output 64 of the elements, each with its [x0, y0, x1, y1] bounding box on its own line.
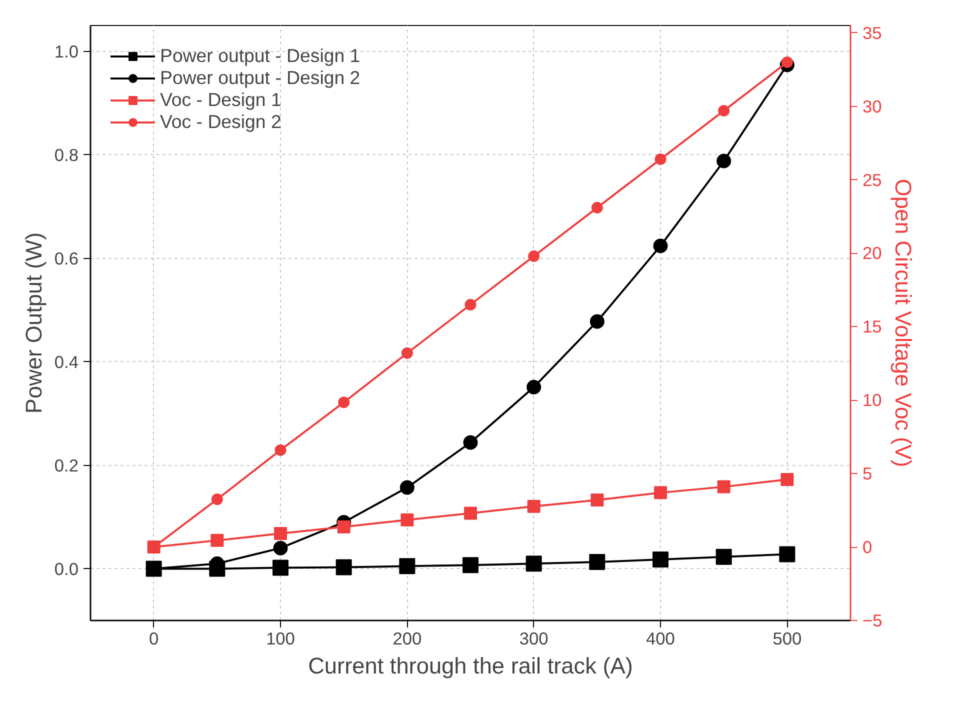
x-tick-label: 500	[772, 628, 802, 648]
point	[779, 546, 796, 562]
point	[654, 486, 667, 500]
point	[338, 396, 350, 408]
point	[463, 435, 478, 450]
point	[272, 560, 288, 576]
y2-tick-label: 35	[862, 22, 882, 43]
point	[464, 506, 477, 520]
point	[210, 534, 224, 547]
y2-tick-label: 15	[862, 316, 882, 337]
point	[273, 540, 288, 556]
point	[590, 314, 604, 329]
y2-tick-label: 20	[862, 243, 882, 264]
y2-tick-label: 30	[862, 96, 882, 116]
legend-label: Voc - Design 1	[160, 89, 282, 111]
point	[462, 557, 478, 574]
point	[653, 238, 668, 254]
point	[654, 153, 666, 165]
x-tick-label: 100	[266, 628, 295, 648]
y-tick-label: 0.0	[54, 558, 79, 579]
point	[399, 558, 416, 574]
point	[274, 527, 287, 540]
y-tick-label: 1.0	[54, 41, 79, 62]
point	[528, 250, 540, 262]
point	[717, 480, 730, 494]
y2-tick-label: 0	[862, 537, 872, 558]
y2-tick-label: 25	[862, 170, 882, 190]
point	[211, 494, 223, 506]
y2-tick-label: −5	[862, 610, 882, 630]
point	[781, 56, 793, 68]
point	[400, 513, 414, 526]
point	[526, 380, 542, 394]
point	[274, 444, 286, 456]
x-tick-label: 200	[392, 628, 422, 648]
x-tick-label: 0	[149, 628, 159, 648]
y2-tick-label: 5	[862, 464, 872, 484]
point	[652, 551, 668, 568]
point	[336, 559, 352, 576]
point	[590, 494, 604, 507]
y-tick-label: 0.4	[54, 352, 79, 372]
x-tick-label: 400	[646, 628, 675, 648]
point	[527, 500, 540, 513]
y2-axis-title: Open Circuit Voltage Voc (V)	[890, 178, 916, 468]
y-axis-title: Power Output (W)	[20, 232, 46, 414]
point	[589, 554, 606, 570]
y-tick-label: 0.2	[54, 455, 79, 476]
point	[718, 104, 730, 116]
point	[780, 472, 794, 486]
point	[526, 556, 542, 572]
legend-label: Power output - Design 1	[160, 45, 360, 67]
legend-label: Voc - Design 2	[160, 111, 282, 133]
x-axis-title: Current through the rail track (A)	[308, 652, 633, 678]
y-tick-label: 0.6	[54, 248, 79, 268]
y2-tick-label: 10	[862, 390, 882, 410]
point	[716, 548, 732, 565]
legend-label: Power output - Design 2	[160, 67, 360, 89]
y-tick-label: 0.8	[54, 144, 79, 165]
point	[591, 202, 603, 214]
point	[401, 347, 413, 359]
point	[400, 480, 414, 495]
point	[716, 154, 732, 168]
x-tick-label: 300	[519, 628, 548, 648]
point	[337, 520, 350, 534]
point	[464, 298, 476, 310]
